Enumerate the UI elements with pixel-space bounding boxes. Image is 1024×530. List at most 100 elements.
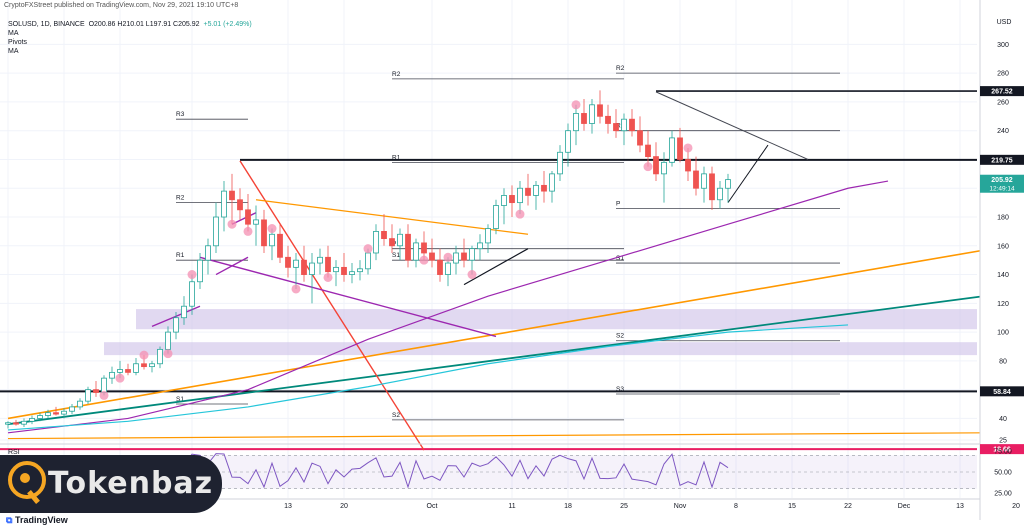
candle-down: [525, 187, 531, 196]
candle-down: [301, 259, 307, 275]
price-label-bg: [980, 154, 1024, 165]
candle-down: [245, 209, 251, 225]
currency-label: USD: [997, 19, 1012, 26]
candle-down: [53, 412, 59, 415]
tradingview-label: TradingView: [14, 515, 68, 525]
candle-up: [557, 151, 563, 175]
indicator-ma-1[interactable]: MA: [8, 30, 19, 37]
countdown-label: 12:49:14: [989, 186, 1015, 193]
candle-up: [725, 179, 731, 189]
candle-down: [341, 266, 347, 275]
candle-up: [133, 363, 139, 373]
candle-up: [109, 371, 115, 379]
price-label: 219.75: [991, 157, 1013, 164]
candle-down: [237, 199, 243, 211]
indicator-ma-2[interactable]: MA: [8, 48, 19, 55]
price-label-bg: [980, 386, 1024, 397]
orange-wedge-line: [255, 199, 529, 235]
candle-down: [429, 252, 435, 261]
y-tick-label: 260: [997, 99, 1009, 106]
support-zone: [136, 309, 977, 330]
candle-up: [149, 363, 155, 368]
trendline-layer: [0, 90, 985, 451]
candle-up: [373, 231, 379, 254]
pivot-nov-label: R1: [616, 123, 625, 130]
pivot-nov-label: P: [616, 200, 620, 207]
symbol-label[interactable]: SOLUSD, 1D, BINANCE: [8, 21, 85, 28]
candle-down: [613, 123, 619, 132]
candle-up: [309, 262, 315, 275]
candle-up: [501, 195, 507, 206]
pivot-point-circle: [187, 270, 197, 280]
y-tick-label: 40: [999, 416, 1007, 423]
descending-trendline: [655, 91, 809, 160]
price-label: 18.66: [993, 447, 1011, 454]
candle-up: [317, 256, 323, 264]
price-label-bg: [980, 86, 1024, 97]
indicator-pivots[interactable]: Pivots: [8, 39, 28, 46]
candle-up: [589, 104, 595, 124]
price-label: 267.52: [991, 89, 1013, 96]
moving-average-layer: [7, 180, 889, 434]
candle-down: [597, 104, 603, 117]
candle-up: [333, 266, 339, 273]
change-value: +5.01 (+2.49%): [203, 21, 252, 28]
rsi-label: RSI: [8, 449, 20, 456]
candle-up: [77, 400, 83, 408]
candle-up: [205, 245, 211, 261]
magnifier-icon: [8, 461, 46, 499]
x-tick-label: 18: [564, 503, 572, 510]
candle-up: [253, 219, 259, 225]
ma-slow-line: [7, 180, 889, 434]
candle-up: [21, 420, 27, 425]
candle-up: [469, 248, 475, 261]
candle-down: [405, 233, 411, 261]
candle-up: [621, 118, 627, 132]
tradingview-logo[interactable]: ⧉ TradingView: [6, 515, 68, 526]
candle-down: [261, 219, 267, 247]
tv-mark-icon: ⧉: [6, 515, 15, 525]
candle-down: [461, 252, 467, 261]
orange-trendline: [7, 249, 985, 420]
candle-down: [389, 238, 395, 247]
price-axis[interactable]: USD3002802602402202001801601401201008060…: [979, 0, 1024, 530]
pivot-oct-label: S2: [392, 412, 400, 419]
candle-down: [229, 190, 235, 201]
candle-up: [117, 369, 123, 373]
x-tick-label: Oct: [427, 503, 438, 510]
x-tick-label: 13: [956, 503, 964, 510]
candle-up: [85, 389, 91, 402]
pivot-layer: R3R2R1S1R2R1PS1S2R2R1PS1S2S3: [176, 65, 840, 421]
candle-up: [269, 233, 275, 247]
candle-layer: [5, 90, 731, 429]
pivot-oct-label: R2: [392, 71, 401, 78]
candle-up: [221, 190, 227, 218]
candle-up: [165, 331, 171, 350]
x-tick-label: Dec: [898, 503, 911, 510]
purple-trendline: [199, 256, 497, 338]
candle-up: [445, 262, 451, 275]
candle-up: [61, 410, 67, 415]
pivot-point-circle: [419, 255, 429, 265]
candle-up: [5, 422, 11, 425]
pivot-nov-label: S1: [616, 255, 624, 262]
y-tick-label: 25: [999, 438, 1007, 445]
rsi-tick-label: 50.00: [994, 470, 1012, 477]
x-tick-label: 15: [788, 503, 796, 510]
purple-short-line-2: [215, 256, 249, 276]
price-label-bg: [980, 444, 1024, 455]
x-tick-label: 25: [620, 503, 628, 510]
candle-up: [453, 252, 459, 264]
y-tick-label: 160: [997, 243, 1009, 250]
candle-up: [397, 233, 403, 247]
candle-down: [437, 259, 443, 275]
candle-up: [485, 228, 491, 244]
y-tick-label: 120: [997, 301, 1009, 308]
x-tick-label: 22: [844, 503, 852, 510]
x-tick-label: 20: [1012, 503, 1020, 510]
candle-down: [125, 369, 131, 373]
y-tick-label: 140: [997, 272, 1009, 279]
candle-down: [509, 195, 515, 204]
pivot-point-circle: [443, 252, 453, 262]
